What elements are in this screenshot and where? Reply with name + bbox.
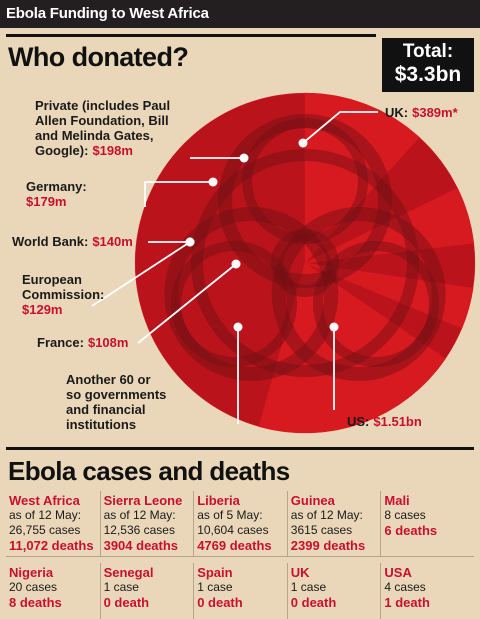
- case-detail: 8 cases: [384, 508, 426, 522]
- donations-pie-chart: UK: $389m* Private (includes Paul Allen Fou…: [12, 92, 476, 434]
- divider-top: [6, 34, 376, 37]
- cases-heading: Ebola cases and deaths: [8, 456, 290, 486]
- slice-label: France: $108m: [37, 335, 128, 350]
- case-detail: 10,604 cases: [197, 523, 269, 537]
- biohazard-watermark: [164, 114, 446, 381]
- header-bar: Ebola Funding to West Africa: [0, 0, 480, 28]
- slice-value: $1.51bn: [373, 414, 421, 429]
- leader-line: [91, 241, 191, 307]
- case-region-name: USA: [384, 565, 412, 580]
- total-value: $3.3bn: [394, 62, 462, 86]
- slice-value: $389m*: [412, 105, 458, 120]
- case-deaths: 2399 deaths: [290, 538, 366, 553]
- case-region-name: UK: [290, 565, 310, 580]
- case-cell: UK 1 case 0 death: [286, 563, 381, 619]
- case-detail: 1 case: [197, 580, 233, 594]
- case-cell: Nigeria 20 cases 8 deaths: [6, 563, 100, 619]
- slice-value: $140m: [92, 234, 132, 249]
- case-deaths: 1 death: [384, 595, 430, 610]
- case-region-name: Spain: [197, 565, 233, 580]
- case-region-name: Liberia: [197, 493, 240, 508]
- case-region-name: Sierra Leone: [103, 493, 183, 508]
- case-cell: West Africa as of 12 May: 26,755 cases 11,0…: [6, 491, 100, 557]
- case-detail: 4 cases: [384, 580, 426, 594]
- slice-value: $108m: [88, 335, 128, 350]
- leader-line: [144, 181, 213, 207]
- case-detail: as of 12 May:: [103, 508, 176, 522]
- total-label: Total:: [402, 41, 454, 62]
- case-cell: Spain 1 case 0 death: [193, 563, 287, 619]
- case-detail: 20 cases: [9, 580, 58, 594]
- case-cell: Sierra Leone as of 12 May: 12,536 cases 390…: [99, 491, 194, 557]
- slice-value: $198m: [92, 143, 132, 158]
- pie-slice: [304, 92, 420, 264]
- case-detail: 26,755 cases: [9, 523, 81, 537]
- case-region-name: West Africa: [9, 493, 80, 508]
- slice-value: $129m: [22, 302, 62, 317]
- page-title: Ebola Funding to West Africa: [6, 5, 209, 22]
- case-cell: Liberia as of 5 May: 10,604 cases 4769 deat…: [193, 491, 287, 557]
- case-detail: 1 case: [103, 580, 139, 594]
- case-deaths: 4769 deaths: [197, 538, 272, 553]
- case-detail: as of 12 May:: [290, 508, 363, 522]
- donations-heading: Who donated?: [8, 42, 189, 72]
- case-deaths: 0 death: [103, 595, 150, 610]
- case-detail: 3615 cases: [290, 523, 353, 537]
- case-deaths: 6 deaths: [384, 523, 438, 538]
- cases-grid: West Africa as of 12 May: 26,755 cases 11,0…: [6, 491, 474, 619]
- pie-slice: [134, 92, 306, 427]
- case-deaths: 8 deaths: [9, 595, 62, 610]
- cases-row-divider: [6, 556, 474, 557]
- slice-label: UK: $389m*: [385, 105, 459, 120]
- pie-slice: [258, 262, 446, 434]
- case-region-name: Guinea: [290, 493, 335, 508]
- case-detail: as of 12 May:: [9, 508, 82, 522]
- total-box: Total: $3.3bn: [382, 38, 474, 92]
- slice-label: US: $1.51bn: [347, 414, 422, 429]
- case-cell: Senegal 1 case 0 death: [99, 563, 194, 619]
- case-deaths: 11,072 deaths: [9, 538, 94, 553]
- case-detail: as of 5 May:: [197, 508, 263, 522]
- case-deaths: 0 death: [290, 595, 337, 610]
- case-deaths: 0 death: [197, 595, 243, 610]
- slice-label: World Bank: $140m: [12, 234, 133, 249]
- case-region-name: Senegal: [103, 565, 154, 580]
- case-detail: 1 case: [290, 580, 327, 594]
- slice-label: Another 60 or so governments and financial…: [66, 372, 166, 432]
- case-region-name: Nigeria: [9, 565, 54, 580]
- slice-label: Germany: $179m: [26, 179, 87, 209]
- slice-label: European Commission: $129m: [22, 272, 104, 317]
- divider-cases: [6, 447, 474, 450]
- slice-label: Private (includes Paul Allen Foundation, …: [35, 98, 170, 158]
- case-cell: Guinea as of 12 May: 3615 cases 2399 deaths: [286, 491, 381, 557]
- case-cell: Mali 8 cases 6 deaths: [380, 491, 474, 557]
- case-region-name: Mali: [384, 493, 410, 508]
- leader-line: [302, 111, 378, 144]
- case-detail: 12,536 cases: [103, 523, 175, 537]
- leader-line: [137, 263, 237, 344]
- case-cell: USA 4 cases 1 death: [380, 563, 474, 619]
- slice-value: $179m: [26, 194, 66, 209]
- case-deaths: 3904 deaths: [103, 538, 179, 553]
